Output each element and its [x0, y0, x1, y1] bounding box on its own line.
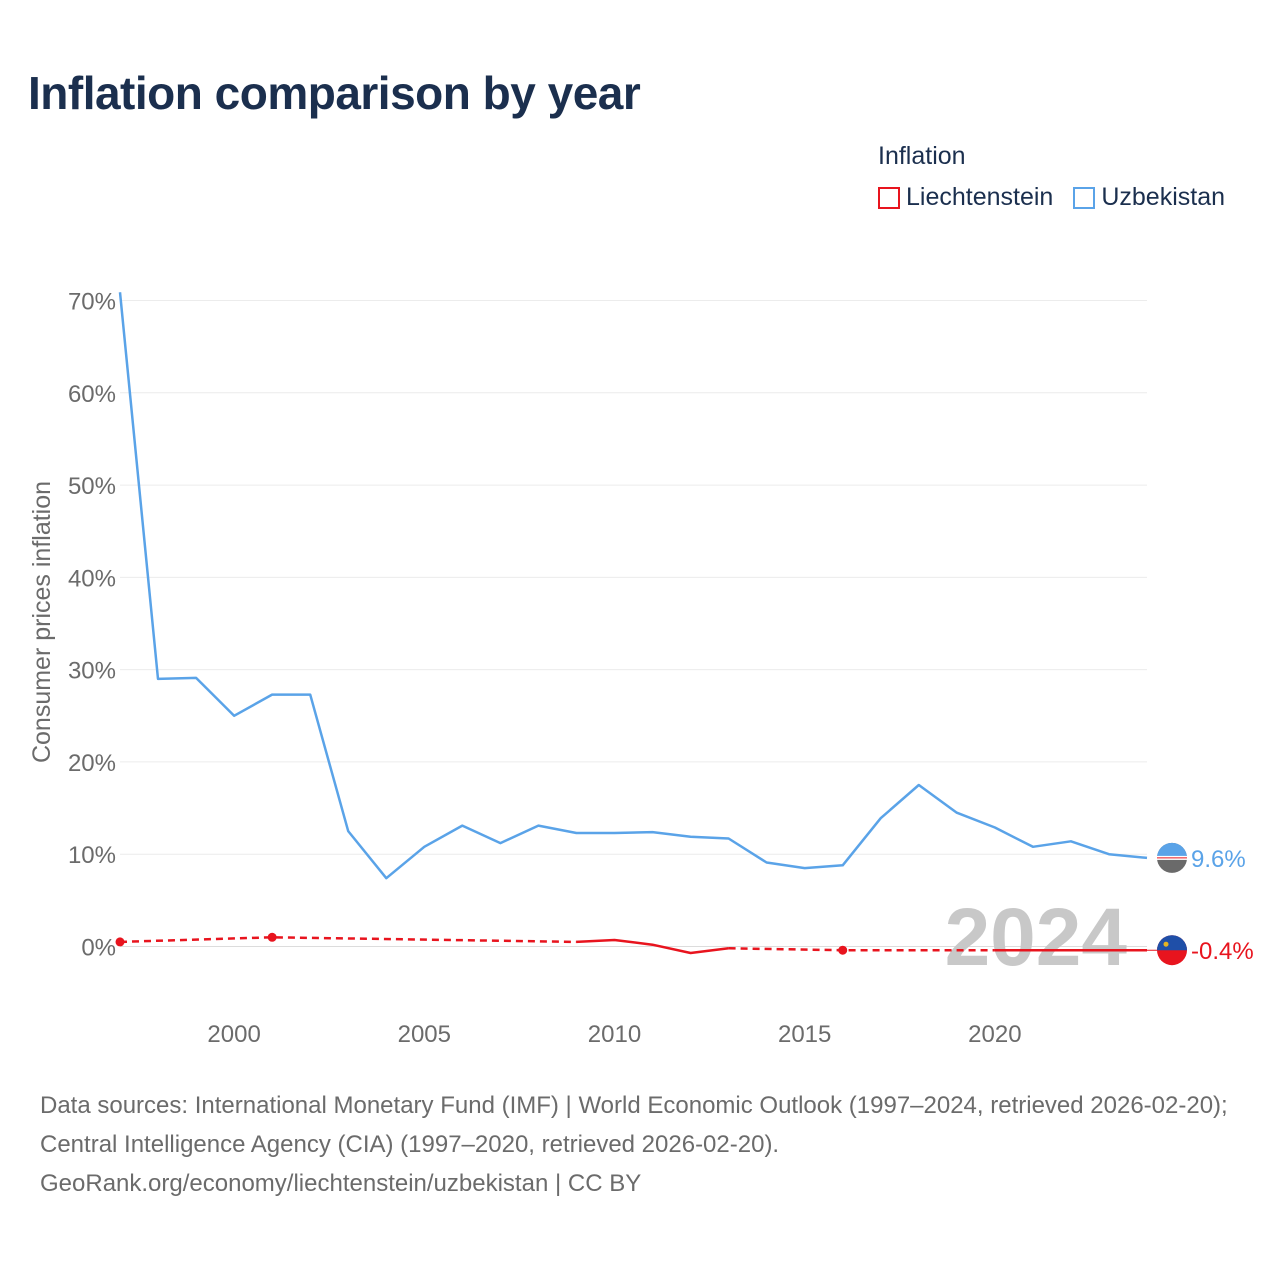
y-axis-label: Consumer prices inflation: [28, 481, 56, 763]
legend-swatch-uzbekistan: [1073, 186, 1096, 209]
legend-title: Inflation: [878, 142, 966, 170]
y-tick-label-40: 40%: [68, 565, 116, 592]
x-tick-label-2020: 2020: [968, 1021, 1021, 1048]
attribution-link[interactable]: GeoRank.org/economy/liechtenstein/uzbeki…: [40, 1170, 642, 1197]
line-uzbekistan: [118, 292, 1148, 880]
end-label-uzbekistan: 9.6%: [1191, 846, 1246, 873]
x-tick-label-2005: 2005: [398, 1021, 451, 1048]
y-tick-label-20: 20%: [68, 750, 116, 777]
footer: Data sources: International Monetary Fun…: [40, 1086, 1250, 1203]
line-chart: 0% 10% 20% 30% 40% 50% 60% 70% 2000 2005 2010 2015…: [28, 289, 1254, 1049]
end-label-liechtenstein: -0.4%: [1191, 938, 1254, 965]
x-axis-ticks: 2000 2005 2010 2015 2020: [207, 1021, 1021, 1048]
legend-label-uzbekistan: Uzbekistan: [1101, 183, 1225, 211]
line-liechtenstein-segment-0: [119, 936, 577, 944]
legend-item-liechtenstein[interactable]: Liechtenstein: [878, 183, 1053, 212]
x-tick-label-2015: 2015: [778, 1021, 831, 1048]
legend-item-uzbekistan[interactable]: Uzbekistan: [1073, 183, 1225, 212]
y-axis-ticks: 0% 10% 20% 30% 40% 50% 60% 70%: [68, 289, 116, 962]
y-tick-label-30: 30%: [68, 658, 116, 685]
legend-swatch-liechtenstein: [878, 186, 900, 209]
marker-liechtenstein-1997: [115, 937, 125, 947]
legend: Inflation Liechtenstein Uzbekistan: [878, 142, 1225, 212]
marker-liechtenstein-2001: [267, 932, 277, 942]
flag-uzbekistan-icon: [1157, 842, 1187, 873]
marker-liechtenstein-2016: [838, 945, 848, 955]
flag-liechtenstein-icon: [1157, 935, 1187, 966]
series-end-labels: 9.6% -0.4%: [1127, 842, 1254, 966]
series-lines: [115, 292, 1148, 955]
y-tick-label-0: 0%: [81, 935, 116, 962]
chart-title: Inflation comparison by year: [28, 67, 641, 119]
legend-label-liechtenstein: Liechtenstein: [906, 183, 1054, 211]
x-tick-label-2010: 2010: [588, 1021, 641, 1048]
y-tick-label-10: 10%: [68, 842, 116, 869]
y-tick-label-60: 60%: [68, 381, 116, 408]
line-liechtenstein-segment-1: [576, 938, 729, 955]
y-tick-label-50: 50%: [68, 473, 116, 500]
data-sources: Data sources: International Monetary Fun…: [40, 1092, 1228, 1158]
x-tick-label-2000: 2000: [207, 1021, 260, 1048]
y-tick-label-70: 70%: [68, 289, 116, 316]
gridlines: [120, 300, 1147, 947]
year-watermark: 2024: [945, 892, 1128, 983]
